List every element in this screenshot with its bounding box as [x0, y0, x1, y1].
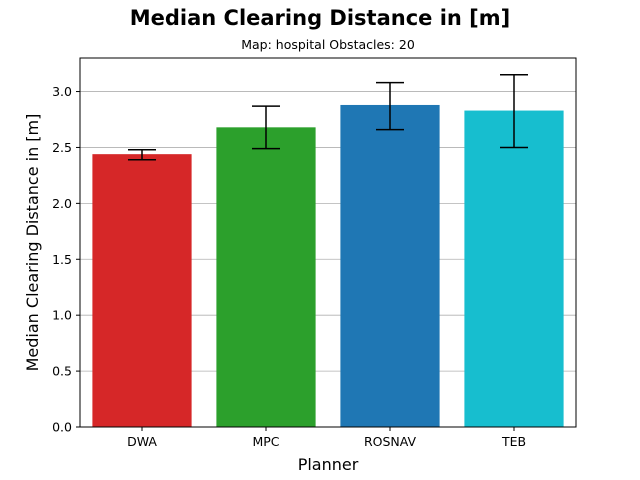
- x-tick-label: ROSNAV: [364, 434, 417, 449]
- y-tick-label: 0.5: [52, 364, 72, 379]
- y-axis-ticks: 0.0 0.5 1.0 1.5 2.0 2.5 3.0: [52, 84, 80, 435]
- y-tick-label: 1.0: [52, 308, 72, 323]
- x-tick-label: MPC: [252, 434, 279, 449]
- bar-rosnav: [340, 104, 440, 428]
- bars: [92, 104, 564, 428]
- chart-title: Median Clearing Distance in [m]: [129, 6, 511, 30]
- plot-frame: [79, 57, 577, 428]
- x-tick-label: DWA: [127, 434, 157, 449]
- y-axis-label: Median Clearing Distance in [m]: [23, 114, 42, 372]
- y-tick-label: 2.5: [52, 140, 72, 155]
- y-tick-label: 2.0: [52, 196, 72, 211]
- bar-dwa: [92, 154, 192, 427]
- x-tick-label: TEB: [501, 434, 526, 449]
- error-bars: [128, 74, 528, 161]
- bar-teb: [464, 110, 564, 428]
- y-tick-label: 0.0: [52, 420, 72, 435]
- x-axis-ticks: DWA MPC ROSNAV TEB: [127, 427, 526, 449]
- chart-subtitle: Map: hospital Obstacles: 20: [241, 37, 415, 52]
- y-tick-label: 3.0: [52, 84, 72, 99]
- x-axis-label: Planner: [298, 455, 359, 474]
- y-tick-label: 1.5: [52, 252, 72, 267]
- bar-mpc: [216, 127, 316, 427]
